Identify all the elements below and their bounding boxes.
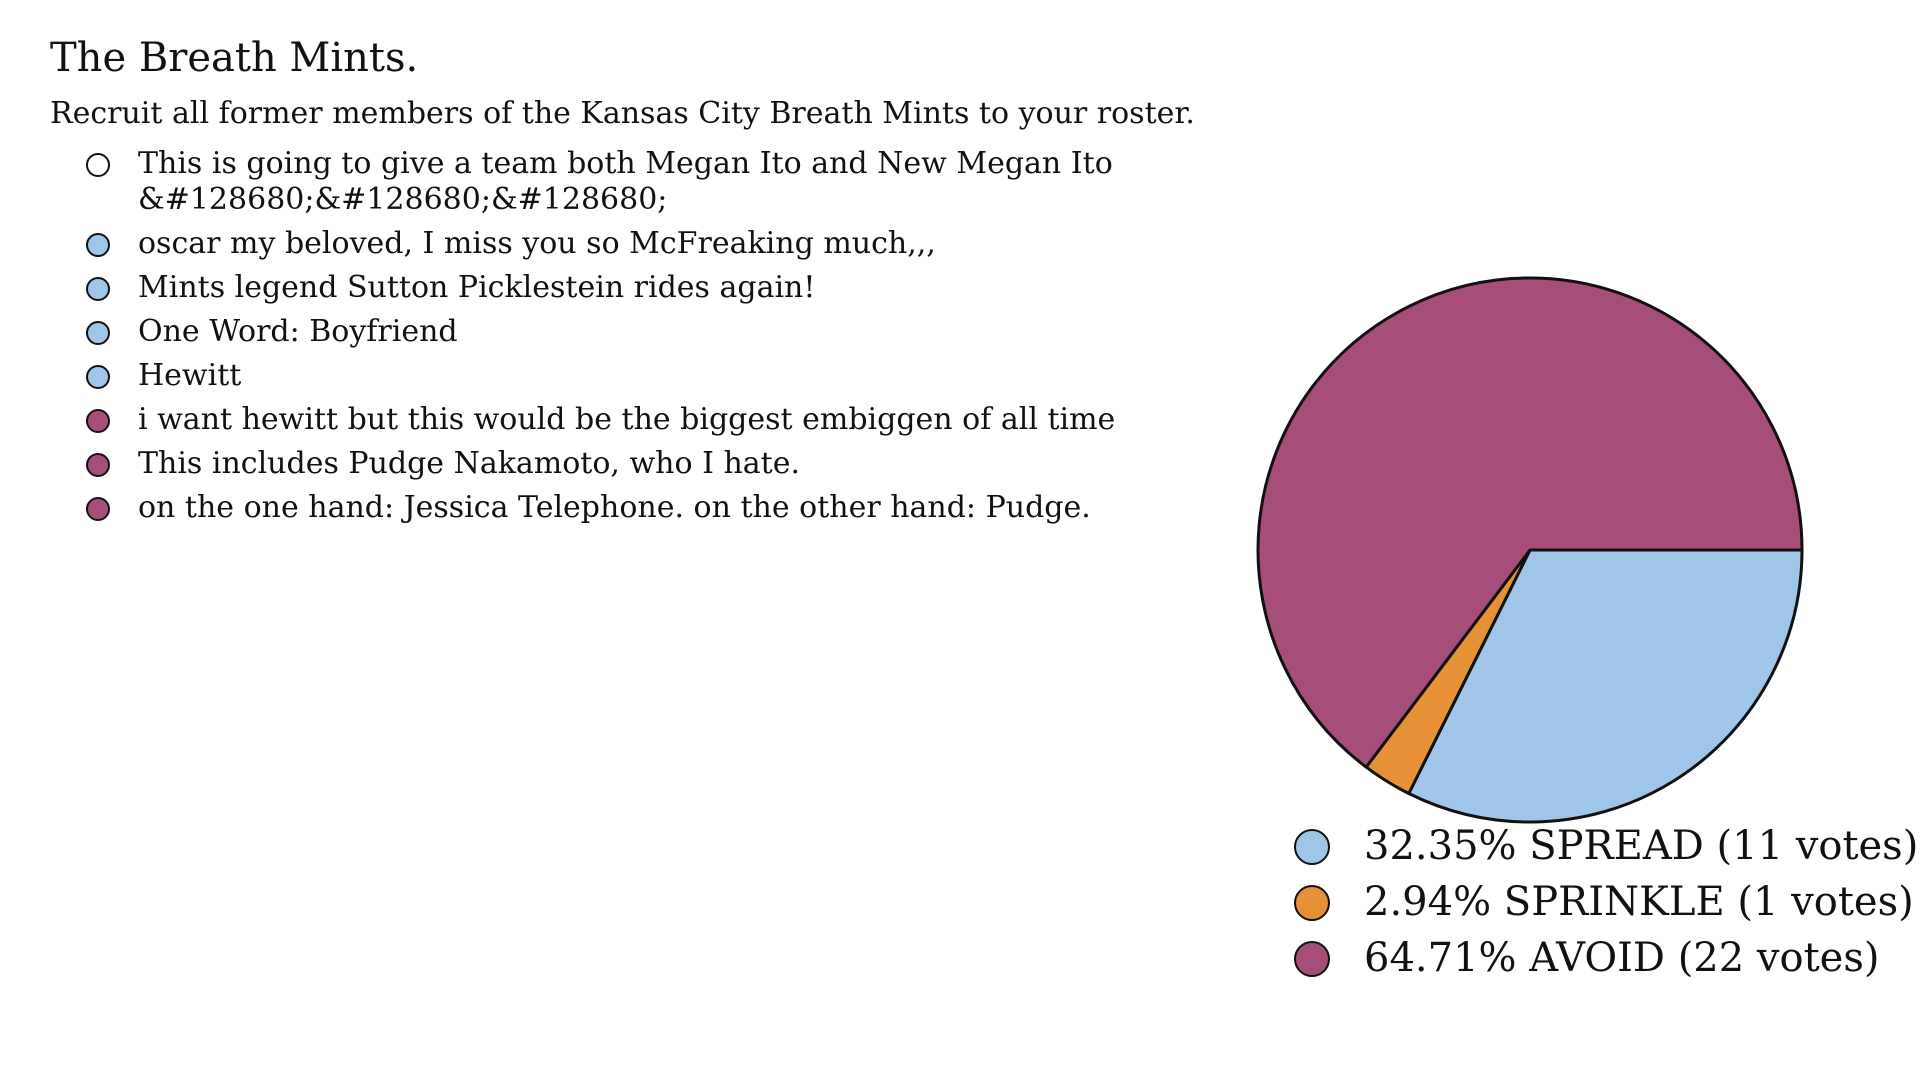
poll-title: The Breath Mints. [50, 35, 419, 81]
vote-dot-icon [86, 233, 110, 257]
comment-text: oscar my beloved, I miss you so McFreaki… [138, 226, 936, 261]
comment-item: oscar my beloved, I miss you so McFreaki… [84, 226, 1144, 262]
pie-slice-avoid [1256, 276, 1804, 769]
legend-item-sprinkle: 2.94% SPRINKLE (1 votes) [1294, 874, 1918, 930]
legend-label: 64.71% AVOID (22 votes) [1364, 935, 1880, 981]
comment-item: i want hewitt but this would be the bigg… [84, 402, 1144, 438]
vote-dot-icon [86, 409, 110, 433]
chart-legend: 32.35% SPREAD (11 votes) 2.94% SPRINKLE (… [1294, 818, 1918, 986]
vote-dot-icon [86, 321, 110, 345]
legend-item-spread: 32.35% SPREAD (11 votes) [1294, 818, 1918, 874]
comment-item: One Word: Boyfriend [84, 314, 1144, 350]
comment-item: This includes Pudge Nakamoto, who I hate… [84, 446, 1144, 482]
legend-label: 32.35% SPREAD (11 votes) [1364, 823, 1919, 869]
comment-text: This is going to give a team both Megan … [138, 146, 1113, 217]
comment-text: Hewitt [138, 358, 242, 393]
vote-dot-icon [86, 497, 110, 521]
legend-label: 2.94% SPRINKLE (1 votes) [1364, 879, 1914, 925]
comment-list: This is going to give a team both Megan … [84, 146, 1144, 534]
vote-dot-icon [86, 153, 110, 177]
comment-item: This is going to give a team both Megan … [84, 146, 1144, 218]
vote-dot-icon [86, 277, 110, 301]
comment-text: Mints legend Sutton Picklestein rides ag… [138, 270, 816, 305]
pie-chart [1256, 276, 1804, 824]
comment-item: Mints legend Sutton Picklestein rides ag… [84, 270, 1144, 306]
comment-text: on the one hand: Jessica Telephone. on t… [138, 490, 1091, 525]
comment-text: One Word: Boyfriend [138, 314, 458, 349]
pie-slice-spread [1407, 548, 1804, 824]
poll-subtitle: Recruit all former members of the Kansas… [50, 96, 1195, 131]
comment-item: on the one hand: Jessica Telephone. on t… [84, 490, 1144, 526]
legend-item-avoid: 64.71% AVOID (22 votes) [1294, 930, 1918, 986]
vote-dot-icon [86, 365, 110, 389]
comment-text: This includes Pudge Nakamoto, who I hate… [138, 446, 801, 481]
legend-swatch-icon [1294, 829, 1330, 865]
legend-swatch-icon [1294, 885, 1330, 921]
vote-dot-icon [86, 453, 110, 477]
comment-item: Hewitt [84, 358, 1144, 394]
legend-swatch-icon [1294, 941, 1330, 977]
comment-text: i want hewitt but this would be the bigg… [138, 402, 1116, 437]
